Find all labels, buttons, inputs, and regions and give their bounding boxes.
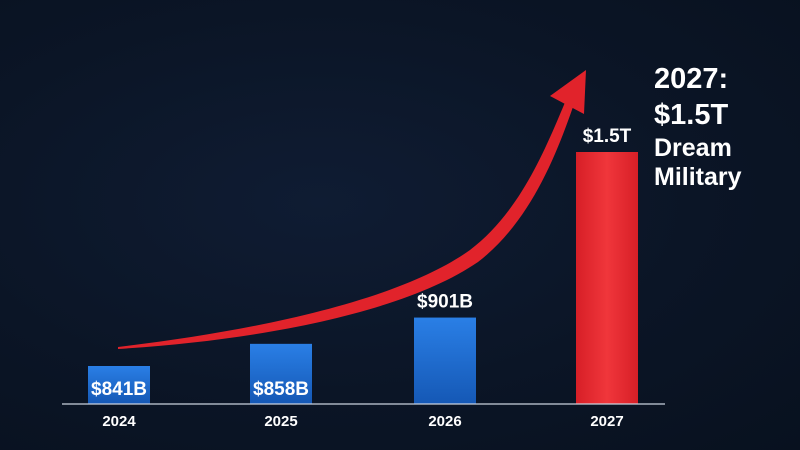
callout-line-2: Military xyxy=(654,163,742,191)
bar-2025 xyxy=(250,343,312,404)
bar-2027 xyxy=(576,152,638,404)
callout-year: 2027: xyxy=(654,63,729,95)
data-label-2025: $858B xyxy=(253,379,309,400)
growth-arrow xyxy=(118,70,586,349)
x-tick-2027: 2027 xyxy=(590,413,623,430)
callout-value: $1.5T xyxy=(654,99,729,131)
bar-2026 xyxy=(414,317,476,404)
data-label-2027: $1.5T xyxy=(583,126,632,147)
bars-layer xyxy=(88,152,638,404)
x-tick-2026: 2026 xyxy=(428,413,461,430)
x-tick-2025: 2025 xyxy=(264,413,297,430)
labels-layer: $841B $858B $901B $1.5T 2024 2025 2026 2027 xyxy=(91,126,632,430)
arrow-body xyxy=(118,100,574,349)
data-label-2026: $901B xyxy=(417,292,473,313)
bar-2024 xyxy=(88,366,150,404)
callout-box: 2027: $1.5T Dream Military xyxy=(654,62,794,192)
data-label-2024: $841B xyxy=(91,379,147,400)
callout-line-1: Dream xyxy=(654,134,732,162)
x-tick-2024: 2024 xyxy=(102,413,136,430)
arrow-head xyxy=(550,70,586,114)
